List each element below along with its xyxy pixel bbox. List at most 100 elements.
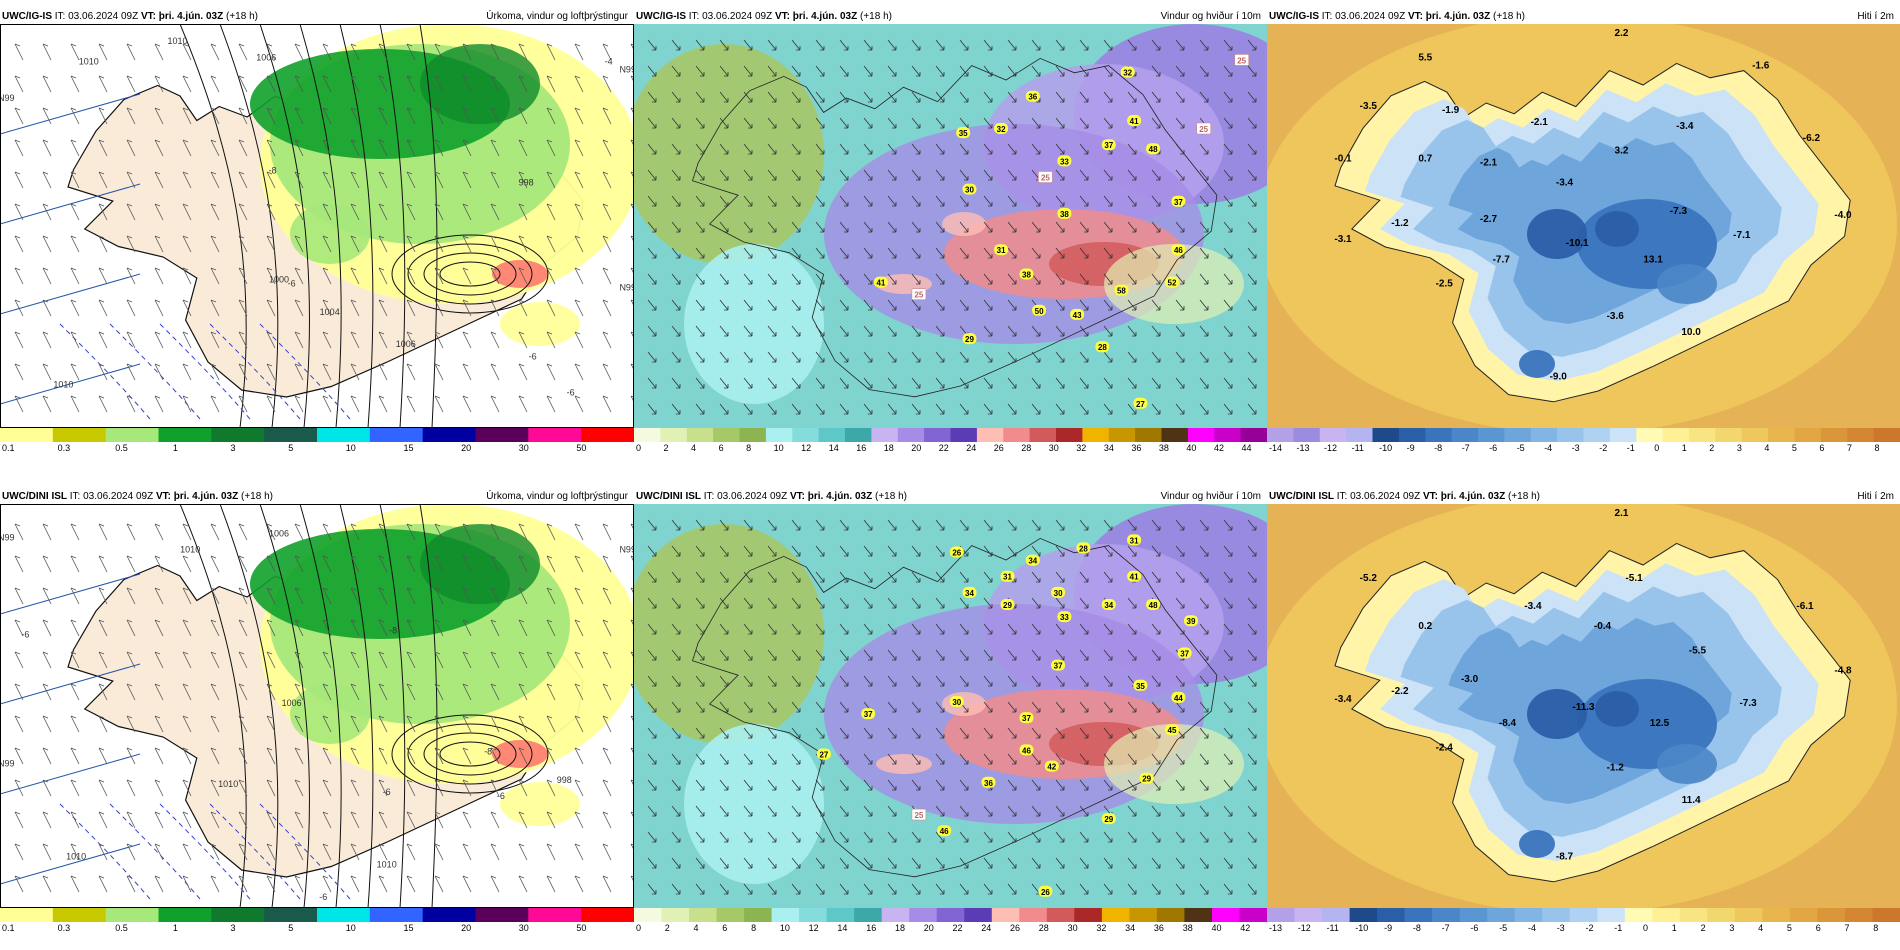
scale-label: 0 bbox=[636, 923, 641, 933]
wind-arrow bbox=[959, 221, 969, 233]
scale-swatch bbox=[950, 428, 978, 442]
wind-barb bbox=[518, 779, 528, 797]
scale-swatch bbox=[1487, 908, 1516, 922]
wind-barb bbox=[406, 651, 416, 669]
wind-barb bbox=[266, 523, 276, 541]
wind-arrow bbox=[719, 169, 729, 181]
wind-arrow bbox=[959, 883, 969, 895]
wind-barb bbox=[294, 203, 304, 221]
scale-label: 18 bbox=[895, 923, 905, 933]
wind-arrow bbox=[743, 623, 753, 635]
temp-map[interactable]: 2.2 5.5 -1.6 -3.5 -1.9 -2.1 -3.4 -6.2 -0.1 0.7 -2.… bbox=[1267, 24, 1900, 428]
scale-swatch bbox=[1845, 908, 1873, 922]
wind-barb bbox=[14, 619, 24, 637]
map-label: 998 bbox=[557, 775, 572, 785]
wind-barb bbox=[406, 587, 416, 605]
wind-arrow bbox=[983, 675, 993, 687]
wind-barb bbox=[546, 747, 556, 765]
wind-arrow bbox=[1103, 273, 1113, 285]
scale-swatch bbox=[1451, 428, 1479, 442]
wind-barb bbox=[322, 651, 332, 669]
scale-swatch bbox=[1161, 428, 1189, 442]
wind-arrow bbox=[983, 649, 993, 661]
temp-isoline bbox=[159, 323, 251, 420]
wind-barb bbox=[14, 267, 24, 285]
wind-arrow bbox=[791, 883, 801, 895]
precip-area-heavy bbox=[420, 44, 540, 124]
wind-barb bbox=[378, 587, 388, 605]
wind-arrow bbox=[1175, 831, 1185, 843]
wind-barb bbox=[350, 235, 360, 253]
wind-barb bbox=[70, 683, 80, 701]
wind-arrow bbox=[719, 649, 729, 661]
scale-swatch bbox=[1715, 428, 1743, 442]
wind-arrow bbox=[983, 519, 993, 531]
wind-barb bbox=[546, 171, 556, 189]
scale-swatch bbox=[1768, 428, 1795, 442]
svg-text:25: 25 bbox=[1041, 174, 1050, 183]
scale-swatch bbox=[1294, 908, 1323, 922]
wind-arrow bbox=[959, 377, 969, 389]
wind-arrow bbox=[983, 273, 993, 285]
scale-swatch bbox=[792, 428, 820, 442]
wind-arrow bbox=[671, 143, 681, 155]
wind-arrow bbox=[743, 597, 753, 609]
svg-text:29: 29 bbox=[1142, 775, 1151, 784]
wind-arrow bbox=[767, 701, 777, 713]
wind-arrow bbox=[863, 753, 873, 765]
wind-arrow bbox=[1031, 857, 1041, 869]
wind-map[interactable]: 32 36 41 35 32 48 37 33 30 38 37 31 38 41 46 52 58 43 50 29… bbox=[634, 24, 1267, 428]
precip-map[interactable]: 1010 1010 1006 998 1000 1004 1006 1010 -8 -6 -6 -6-… bbox=[0, 24, 634, 428]
wind-arrow bbox=[911, 701, 921, 713]
temp-area-cold bbox=[1657, 744, 1717, 784]
wind-barb bbox=[70, 203, 80, 221]
wind-arrow bbox=[743, 39, 753, 51]
wind-map[interactable]: 31 26 28 34 41 31 34 30 29 34 48 33 39 37 37 35 44 30 37 37… bbox=[634, 504, 1267, 908]
wind-barb bbox=[462, 875, 472, 893]
wind-barb bbox=[70, 75, 80, 93]
precip-map[interactable]: 1006 1010 1006 998 1010 1010 1010 -8 -6 -6 -6 -8 -6 N… bbox=[0, 504, 634, 908]
wind-arrow bbox=[1007, 169, 1017, 181]
svg-text:34: 34 bbox=[1028, 557, 1037, 566]
scale-label: 8 bbox=[746, 443, 751, 453]
wind-barb bbox=[238, 331, 248, 349]
scale-label: -12 bbox=[1324, 443, 1337, 453]
wind-barb bbox=[434, 171, 444, 189]
wind-arrow bbox=[911, 91, 921, 103]
wind-barb bbox=[574, 651, 584, 669]
wind-arrow bbox=[1079, 143, 1089, 155]
wind-arrow bbox=[1055, 701, 1065, 713]
scale-swatch bbox=[369, 428, 424, 442]
svg-text:31: 31 bbox=[1130, 536, 1139, 545]
isobar-line bbox=[419, 24, 438, 428]
scale-label: 8 bbox=[1875, 443, 1880, 453]
temp-area-cold bbox=[1657, 264, 1717, 304]
map-label: N99 bbox=[619, 65, 634, 75]
wind-barb bbox=[210, 715, 220, 733]
map-label: -6 bbox=[21, 629, 29, 639]
gust-label: 30 bbox=[1051, 586, 1066, 598]
wind-barb bbox=[14, 43, 24, 61]
wind-barb bbox=[518, 203, 528, 221]
wind-barb bbox=[350, 683, 360, 701]
wind-arrow bbox=[719, 91, 729, 103]
wind-arrow bbox=[863, 831, 873, 843]
wind-arrow bbox=[863, 299, 873, 311]
wind-barb bbox=[98, 299, 108, 317]
wind-arrow bbox=[1103, 883, 1113, 895]
wind-arrow bbox=[1199, 519, 1209, 531]
wind-arrow bbox=[743, 65, 753, 77]
panel-title-right: Hiti í 2m bbox=[1857, 491, 1894, 502]
wind-barb bbox=[70, 331, 80, 349]
gust-label: 33 bbox=[1057, 155, 1072, 167]
wind-arrow bbox=[935, 857, 945, 869]
wind-arrow bbox=[1175, 779, 1185, 791]
temp-map[interactable]: 2.1 -5.2 -5.1 -3.4 -6.1 0.2 -0.4 -5.5 -3.0 -4.8 -2… bbox=[1267, 504, 1900, 908]
wind-arrow bbox=[791, 39, 801, 51]
scale-swatch bbox=[1679, 908, 1708, 922]
scale-swatch bbox=[1459, 908, 1488, 922]
wind-barb bbox=[406, 715, 416, 733]
wind-barb bbox=[266, 299, 276, 317]
wind-arrow bbox=[671, 377, 681, 389]
svg-text:30: 30 bbox=[1054, 589, 1063, 598]
